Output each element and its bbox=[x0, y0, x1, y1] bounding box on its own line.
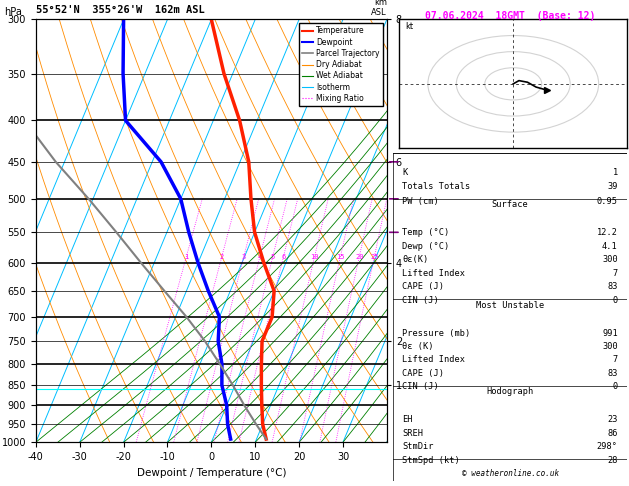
Text: 83: 83 bbox=[607, 282, 618, 291]
Text: km
ASL: km ASL bbox=[371, 0, 387, 17]
Text: 3: 3 bbox=[242, 254, 246, 260]
Text: 1: 1 bbox=[184, 254, 189, 260]
Text: 55°52'N  355°26'W  162m ASL: 55°52'N 355°26'W 162m ASL bbox=[36, 5, 204, 15]
Text: 4.1: 4.1 bbox=[602, 242, 618, 251]
Text: Totals Totals: Totals Totals bbox=[403, 182, 470, 191]
Text: Most Unstable: Most Unstable bbox=[476, 301, 544, 310]
Text: 39: 39 bbox=[607, 182, 618, 191]
Text: 4: 4 bbox=[258, 254, 262, 260]
Text: hPa: hPa bbox=[4, 7, 22, 17]
Text: 7: 7 bbox=[613, 355, 618, 364]
Text: 2: 2 bbox=[220, 254, 224, 260]
Text: Lifted Index: Lifted Index bbox=[403, 269, 465, 278]
Text: StmSpd (kt): StmSpd (kt) bbox=[403, 455, 460, 465]
Text: 1: 1 bbox=[613, 168, 618, 177]
Text: 300: 300 bbox=[602, 255, 618, 264]
Text: CAPE (J): CAPE (J) bbox=[403, 282, 445, 291]
Text: PW (cm): PW (cm) bbox=[403, 197, 439, 206]
Text: 25: 25 bbox=[370, 254, 379, 260]
Text: Lifted Index: Lifted Index bbox=[403, 355, 465, 364]
Text: StmDir: StmDir bbox=[403, 442, 434, 451]
Text: 5: 5 bbox=[270, 254, 275, 260]
Text: K: K bbox=[403, 168, 408, 177]
Text: 0.95: 0.95 bbox=[597, 197, 618, 206]
Text: 6: 6 bbox=[281, 254, 286, 260]
Text: 23: 23 bbox=[607, 416, 618, 424]
Text: 12.2: 12.2 bbox=[597, 228, 618, 238]
Text: θε (K): θε (K) bbox=[403, 342, 434, 351]
Text: 10: 10 bbox=[310, 254, 319, 260]
Text: kt: kt bbox=[405, 22, 413, 31]
Text: Surface: Surface bbox=[492, 200, 528, 209]
Legend: Temperature, Dewpoint, Parcel Trajectory, Dry Adiabat, Wet Adiabat, Isotherm, Mi: Temperature, Dewpoint, Parcel Trajectory… bbox=[299, 23, 383, 106]
Text: 0: 0 bbox=[613, 295, 618, 305]
Text: 298°: 298° bbox=[597, 442, 618, 451]
Text: 7: 7 bbox=[613, 269, 618, 278]
X-axis label: Dewpoint / Temperature (°C): Dewpoint / Temperature (°C) bbox=[136, 468, 286, 478]
Text: 300: 300 bbox=[602, 342, 618, 351]
Text: 86: 86 bbox=[607, 429, 618, 438]
Text: Temp (°C): Temp (°C) bbox=[403, 228, 450, 238]
Text: EH: EH bbox=[403, 416, 413, 424]
Text: 07.06.2024  18GMT  (Base: 12): 07.06.2024 18GMT (Base: 12) bbox=[425, 11, 595, 21]
Text: 28: 28 bbox=[607, 455, 618, 465]
Text: SREH: SREH bbox=[403, 429, 423, 438]
Text: Dewp (°C): Dewp (°C) bbox=[403, 242, 450, 251]
Text: 20: 20 bbox=[355, 254, 364, 260]
Text: 0: 0 bbox=[613, 382, 618, 391]
Text: 15: 15 bbox=[336, 254, 345, 260]
Text: 83: 83 bbox=[607, 369, 618, 378]
Text: CAPE (J): CAPE (J) bbox=[403, 369, 445, 378]
Text: Pressure (mb): Pressure (mb) bbox=[403, 329, 470, 338]
Text: © weatheronline.co.uk: © weatheronline.co.uk bbox=[462, 469, 559, 478]
Text: θε(K): θε(K) bbox=[403, 255, 429, 264]
Text: CIN (J): CIN (J) bbox=[403, 382, 439, 391]
Text: Hodograph: Hodograph bbox=[486, 387, 534, 397]
Text: 991: 991 bbox=[602, 329, 618, 338]
Text: CIN (J): CIN (J) bbox=[403, 295, 439, 305]
